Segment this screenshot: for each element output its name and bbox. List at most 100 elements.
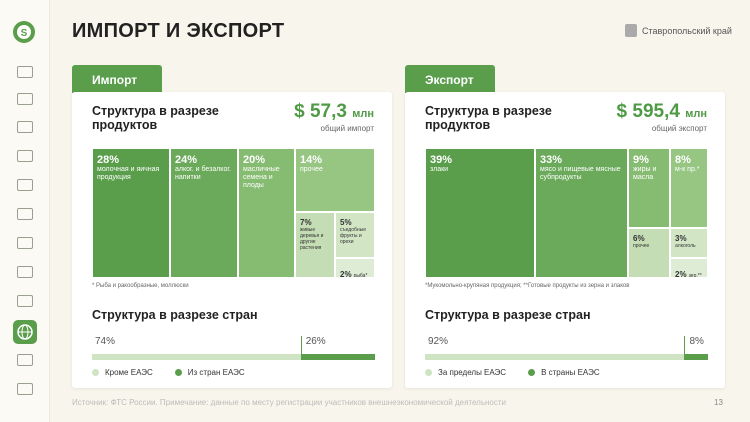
legend-swatch xyxy=(425,369,432,376)
nav-icon[interactable] xyxy=(17,179,33,191)
total-unit: млн xyxy=(685,108,707,120)
nav-active[interactable] xyxy=(13,320,37,344)
treemap: 28% молочная и яичная продукция 24% алког. … xyxy=(92,148,375,278)
legend: За пределы ЕАЭС В страны ЕАЭС xyxy=(425,368,600,377)
footnote: *Мукомольно-крупяная продукция; **Готовы… xyxy=(425,283,630,289)
share-segment: 26% xyxy=(300,336,375,360)
tile-percent: 24% xyxy=(175,154,198,166)
tile-percent: 2% xyxy=(340,270,352,278)
treemap-tile: 6% прочее xyxy=(628,228,670,278)
svg-text:S: S xyxy=(21,28,28,39)
panel: Структура в разрезе продуктов $ 595,4 млн… xyxy=(405,92,725,388)
total: $ 57,3 млн xyxy=(234,101,374,123)
treemap-tile: 14% прочее xyxy=(295,148,375,212)
legend-item: В страны ЕАЭС xyxy=(528,368,600,377)
legend-label: Кроме ЕАЭС xyxy=(105,368,153,377)
tile-text: прочее xyxy=(633,243,650,249)
total: $ 595,4 млн xyxy=(567,101,707,123)
total-value: $ 595,4 xyxy=(616,101,680,122)
legend-item: За пределы ЕАЭС xyxy=(425,368,506,377)
nav-icon[interactable] xyxy=(17,93,33,105)
share-bar: 92% 8% xyxy=(425,336,708,360)
treemap-tile: 28% молочная и яичная продукция xyxy=(92,148,170,278)
tile-percent: 33% xyxy=(540,154,563,166)
treemap-tile: 3% алкоголь xyxy=(670,228,708,258)
legend-swatch xyxy=(528,369,536,376)
total-caption: общий импорт xyxy=(320,124,374,133)
tile-text: рыба* xyxy=(353,273,368,278)
tile-percent: 3% xyxy=(675,234,687,243)
tile-percent: 14% xyxy=(300,154,323,166)
footnote: * Рыба и ракообразные, моллюски xyxy=(92,283,189,289)
tile-percent: 28% xyxy=(97,154,120,166)
share-bar-fill xyxy=(301,354,375,360)
legend-swatch xyxy=(92,369,99,376)
treemap-tile: 33% мясо и пищевые мясные субпродукты xyxy=(535,148,628,278)
share-bar: 74% 26% xyxy=(92,336,375,360)
treemap: 39% злаки 33% мясо и пищевые мясные субпрод… xyxy=(425,148,708,278)
share-segment: 74% xyxy=(92,336,301,360)
nav-icon[interactable] xyxy=(17,208,33,220)
tile-text: алког. и безалког. напитки xyxy=(175,166,231,181)
share-label: 26% xyxy=(305,336,326,347)
share-label: 8% xyxy=(689,336,704,347)
nav-icon[interactable] xyxy=(17,295,33,307)
countries-title: Структура в разрезе стран xyxy=(92,308,258,322)
nav-icon[interactable] xyxy=(17,237,33,249)
tile-text: съедобные фрукты и орехи xyxy=(340,227,366,245)
tile-text: прочее xyxy=(300,166,323,173)
nav-icon[interactable] xyxy=(17,383,33,395)
nav-icon[interactable] xyxy=(17,66,33,78)
share-bar-fill xyxy=(425,354,685,360)
total-caption: общий экспорт xyxy=(651,124,707,133)
treemap-tile: 9% жиры и масла xyxy=(628,148,670,228)
treemap-tile: 7% живые деревья и другие растения xyxy=(295,212,335,278)
tile-percent: 8% xyxy=(675,154,691,166)
share-label: 92% xyxy=(428,336,449,347)
logo: S xyxy=(13,21,35,43)
tile-text: алкоголь xyxy=(675,243,696,249)
countries-title: Структура в разрезе стран xyxy=(425,308,591,322)
tile-percent: 5% xyxy=(340,218,352,227)
total-value: $ 57,3 xyxy=(294,101,347,122)
nav-icon[interactable] xyxy=(17,354,33,366)
share-label: 74% xyxy=(95,336,116,347)
share-segment: 92% xyxy=(425,336,685,360)
tile-percent: 9% xyxy=(633,154,649,166)
tile-text: жиры и масла xyxy=(633,166,657,181)
nav-icon[interactable] xyxy=(17,150,33,162)
tile-text: злаки xyxy=(430,166,449,173)
treemap-tile: 24% алког. и безалког. напитки xyxy=(170,148,238,278)
page-number: 13 xyxy=(714,398,723,407)
tile-text: масличные семена и плоды xyxy=(243,166,280,189)
tile-text: м-к пр.* xyxy=(675,166,700,173)
nav-icon[interactable] xyxy=(17,121,33,133)
nav-icon[interactable] xyxy=(17,266,33,278)
tile-text: молочная и яичная продукция xyxy=(97,166,160,181)
legend-label: За пределы ЕАЭС xyxy=(438,368,507,377)
share-bar-fill xyxy=(92,354,301,360)
region: Ставропольский край xyxy=(642,26,732,36)
tab: Экспорт xyxy=(405,65,495,93)
panel: Структура в разрезе продуктов $ 57,3 млн о… xyxy=(72,92,392,388)
treemap-tile: 2% зер.** xyxy=(670,258,708,278)
sidebar: S xyxy=(0,0,50,422)
tile-percent: 39% xyxy=(430,154,453,166)
treemap-tile: 5% съедобные фрукты и орехи xyxy=(335,212,375,258)
treemap-tile: 39% злаки xyxy=(425,148,535,278)
tile-percent: 6% xyxy=(633,234,645,243)
legend: Кроме ЕАЭС Из стран ЕАЭС xyxy=(92,368,245,377)
legend-item: Кроме ЕАЭС xyxy=(92,368,153,377)
region-icon xyxy=(625,24,637,37)
source-note: Источник: ФТС России. Примечание: данные… xyxy=(72,398,507,407)
tile-percent: 2% xyxy=(675,270,687,278)
tile-text: зер.** xyxy=(688,273,702,278)
legend-swatch xyxy=(174,369,182,376)
page-title: ИМПОРТ И ЭКСПОРТ xyxy=(72,20,285,42)
tile-text: мясо и пищевые мясные субпродукты xyxy=(540,166,621,181)
tab: Импорт xyxy=(72,65,162,93)
legend-label: В страны ЕАЭС xyxy=(541,368,600,377)
products-title: Структура в разрезе продуктов xyxy=(92,104,219,132)
treemap-tile: 2% рыба* xyxy=(335,258,375,278)
treemap-tile: 8% м-к пр.* xyxy=(670,148,708,228)
